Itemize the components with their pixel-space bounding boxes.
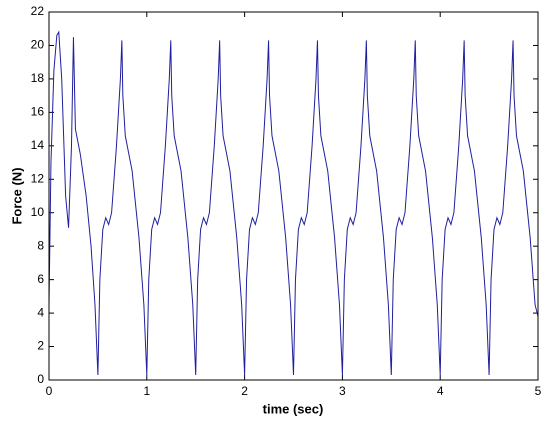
plot-area — [49, 12, 538, 380]
x-axis-label: time (sec) — [263, 401, 324, 416]
y-tick-label: 0 — [37, 372, 44, 386]
axes-box — [48, 11, 539, 381]
y-tick-label: 10 — [31, 205, 45, 219]
y-tick-label: 2 — [37, 339, 44, 353]
y-axis-label: Force (N) — [9, 167, 24, 224]
y-tick-label: 18 — [31, 71, 45, 85]
y-tick-label: 20 — [31, 38, 45, 52]
x-tick-label: 1 — [143, 384, 150, 398]
y-tick-label: 12 — [31, 171, 45, 185]
data-line — [48, 30, 539, 376]
y-tick-label: 8 — [37, 238, 44, 252]
y-tick-label: 22 — [31, 4, 45, 18]
x-tick-label: 0 — [46, 384, 53, 398]
y-tick-label: 4 — [37, 305, 44, 319]
x-tick-label: 2 — [241, 384, 248, 398]
x-tick-label: 4 — [437, 384, 444, 398]
y-tick-label: 16 — [31, 105, 45, 119]
y-tick-label: 6 — [37, 272, 44, 286]
x-tick-label: 3 — [339, 384, 346, 398]
y-tick-label: 14 — [31, 138, 45, 152]
x-tick-label: 5 — [535, 384, 542, 398]
